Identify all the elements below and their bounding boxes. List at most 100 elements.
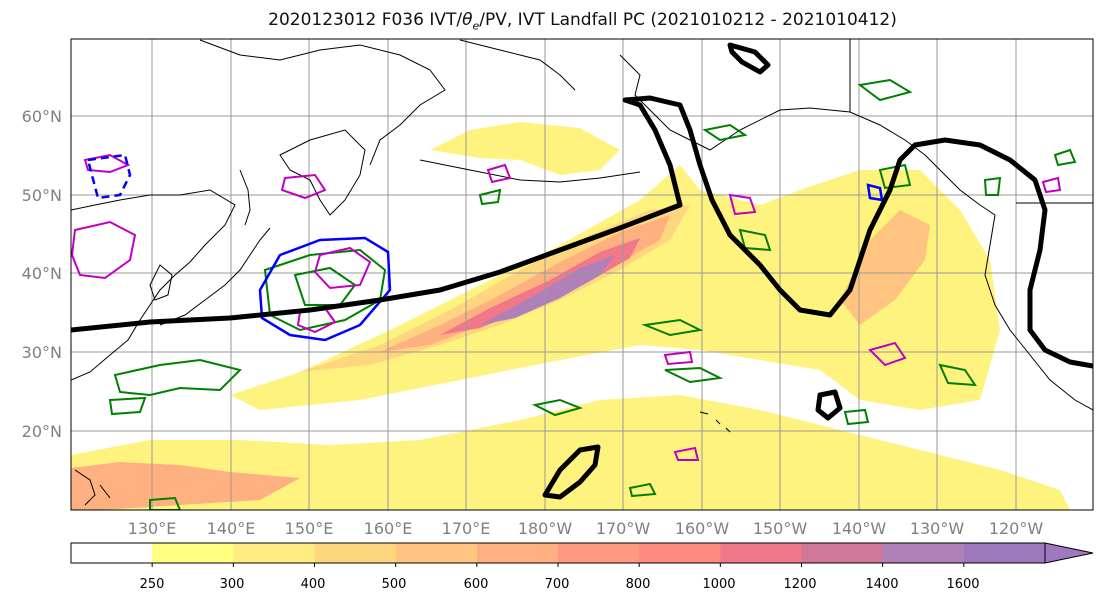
pv-magenta-contour xyxy=(663,350,694,366)
chukotka-coastline xyxy=(459,39,576,91)
lon-label-150w: 150°W xyxy=(753,519,808,538)
north-america-coastline xyxy=(984,214,1093,411)
colorbar-tick-800: 800 xyxy=(626,577,651,592)
pv-blue-contour xyxy=(86,153,132,200)
pv-green-contour xyxy=(641,318,704,337)
coastlines xyxy=(71,39,1093,506)
pv-magenta-contour xyxy=(673,446,700,461)
title-suffix: /PV, IVT Landfall PC (2021010212 - 20210… xyxy=(479,10,897,30)
landfall-pc-loop-subtropic xyxy=(815,389,843,421)
title-theta-sub: e xyxy=(472,19,480,33)
colorbar-cells xyxy=(71,543,1046,567)
colorbar-tick-400: 400 xyxy=(301,577,326,592)
pv-green-contour xyxy=(857,78,913,102)
pv-blue-contour xyxy=(866,183,884,202)
ivt-1000-band xyxy=(440,238,640,335)
korea-coastline xyxy=(149,264,173,301)
aleutian-chain xyxy=(419,159,641,183)
lon-label-120w: 120°W xyxy=(989,519,1044,538)
lon-label-150e: 150°E xyxy=(285,519,334,538)
colorbar-cell xyxy=(71,543,153,563)
pv-green-contour xyxy=(478,188,502,206)
map-frame xyxy=(70,38,1094,511)
lon-label-170w: 170°W xyxy=(596,519,651,538)
landfall-pc-northeast xyxy=(622,95,1093,369)
colorbar-frame xyxy=(70,542,1046,564)
lon-label-160e: 160°E xyxy=(364,519,413,538)
colorbar-cell xyxy=(639,543,721,563)
lat-label-60n: 60°N xyxy=(22,107,62,126)
pv-green-contour xyxy=(149,496,182,510)
lat-label-20n: 20°N xyxy=(22,422,62,441)
landfall-pc-main xyxy=(71,202,683,333)
japan-coastline xyxy=(159,227,271,326)
lat-label-50n: 50°N xyxy=(22,186,62,205)
pv-green-contour xyxy=(113,358,242,397)
colorbar-ticks: 250 300 400 500 600 700 800 1000 1200 14… xyxy=(140,577,980,592)
colorbar-tick-500: 500 xyxy=(382,577,407,592)
colorbar-cell xyxy=(233,543,315,563)
lon-label-170e: 170°E xyxy=(442,519,491,538)
lat-label-40n: 40°N xyxy=(22,264,62,283)
pv-magenta-contour xyxy=(71,220,137,280)
pv-blue-contour xyxy=(258,236,392,342)
graticule xyxy=(71,39,1093,510)
pv-green-contour xyxy=(628,482,657,498)
colorbar-cell xyxy=(152,543,234,563)
latitude-axis: 60°N 50°N 40°N 30°N 20°N xyxy=(22,107,62,441)
title-prefix: 2020123012 F036 IVT/ xyxy=(268,10,463,30)
pv-blue-contours xyxy=(86,153,884,342)
pv-magenta-contour xyxy=(728,193,757,216)
landfall-pc-contours xyxy=(71,42,1093,500)
pv-green-contour xyxy=(108,396,147,416)
lon-label-130w: 130°W xyxy=(910,519,965,538)
canada-border xyxy=(849,39,1093,204)
colorbar-cell xyxy=(801,543,884,563)
pv-magenta-contours xyxy=(71,153,1062,461)
pv-magenta-contour xyxy=(868,341,907,367)
pv-green-contours xyxy=(108,78,1077,510)
colorbar-cell xyxy=(720,543,802,563)
colorbar-cell xyxy=(882,543,965,563)
colorbar-cell xyxy=(314,543,397,563)
lon-label-180w: 180°W xyxy=(518,519,573,538)
siberia-north-coastline xyxy=(199,39,446,166)
title-theta: θ xyxy=(462,10,473,30)
ivt-south-band xyxy=(71,395,1070,510)
alaska-coastline xyxy=(619,54,996,216)
pv-green-contour xyxy=(738,228,772,252)
colorbar-tick-1600: 1600 xyxy=(946,577,979,592)
ivt-north-band xyxy=(430,122,620,175)
pv-green-contour xyxy=(1053,148,1077,167)
colorbar: 250 300 400 500 600 700 800 1000 1200 14… xyxy=(70,542,1094,592)
sakhalin-coastline xyxy=(239,169,251,226)
map-panel xyxy=(70,38,1094,511)
longitude-axis: 130°E 140°E 150°E 160°E 170°E 180°W 170°… xyxy=(128,519,1044,538)
colorbar-tick-1400: 1400 xyxy=(865,577,898,592)
colorbar-tick-300: 300 xyxy=(220,577,245,592)
lon-label-140w: 140°W xyxy=(832,519,887,538)
pv-green-contour xyxy=(664,366,724,384)
lon-label-130e: 130°E xyxy=(128,519,177,538)
asia-coastline xyxy=(71,189,236,381)
colorbar-cell xyxy=(558,543,640,563)
philippines-coastline xyxy=(74,469,111,506)
colorbar-tick-1200: 1200 xyxy=(783,577,816,592)
lon-label-160w: 160°W xyxy=(675,519,730,538)
lat-label-30n: 30°N xyxy=(22,343,62,362)
landfall-pc-loop-south xyxy=(542,444,601,500)
lon-label-140e: 140°E xyxy=(207,519,256,538)
ivt-coastal-band xyxy=(840,210,930,325)
pv-magenta-contour xyxy=(1041,176,1062,194)
pv-green-contour xyxy=(938,363,977,387)
colorbar-cell xyxy=(395,543,478,563)
pv-green-contour xyxy=(983,176,1002,196)
colorbar-extend-arrow xyxy=(1044,542,1094,564)
map-title: 2020123012 F036 IVT/θe/PV, IVT Landfall … xyxy=(0,10,1105,32)
pv-green-contour xyxy=(843,408,870,426)
colorbar-tick-600: 600 xyxy=(464,577,489,592)
hawaii-islands xyxy=(699,411,731,433)
colorbar-tick-700: 700 xyxy=(545,577,570,592)
colorbar-cell xyxy=(963,543,1046,563)
